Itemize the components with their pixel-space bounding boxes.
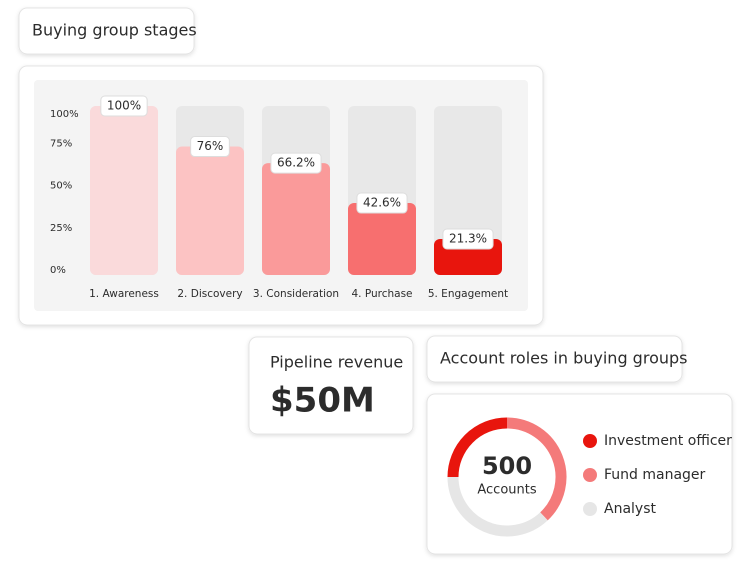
value-label: 66.2% xyxy=(277,156,315,170)
bar xyxy=(90,106,158,275)
donut-slice xyxy=(447,417,508,478)
bar-title: Buying group stages xyxy=(32,21,197,40)
y-tick-label: 25% xyxy=(50,223,72,234)
bar xyxy=(176,146,244,275)
bar xyxy=(262,163,330,275)
donut-card xyxy=(426,393,733,555)
value-pill xyxy=(100,95,148,117)
kpi-card xyxy=(248,336,414,435)
donut-title: Account roles in buying groups xyxy=(440,349,687,368)
legend-label: Analyst xyxy=(604,501,656,517)
donut-slice xyxy=(506,417,567,521)
legend-swatch xyxy=(583,468,597,482)
value-label: 21.3% xyxy=(449,232,487,246)
x-tick-label: 3. Consideration xyxy=(253,288,339,300)
legend-label: Fund manager xyxy=(604,467,706,483)
bar xyxy=(348,203,416,275)
y-tick-label: 100% xyxy=(50,109,79,120)
donut-slice xyxy=(447,476,548,537)
x-tick-label: 5. Engagement xyxy=(428,288,508,300)
y-tick-label: 50% xyxy=(50,181,72,192)
value-pill xyxy=(356,192,408,214)
legend-swatch xyxy=(583,502,597,516)
kpi-label: Pipeline revenue xyxy=(270,353,403,372)
y-tick-label: 0% xyxy=(50,265,66,276)
value-pill xyxy=(442,228,494,250)
x-tick-label: 4. Purchase xyxy=(351,288,412,300)
donut-center-value: 500 xyxy=(482,452,532,480)
donut-center-label: Accounts xyxy=(477,483,536,498)
legend-label: Investment officer xyxy=(604,433,732,449)
value-pill xyxy=(190,136,230,158)
y-tick-label: 75% xyxy=(50,138,72,149)
value-label: 42.6% xyxy=(363,196,401,210)
legend-swatch xyxy=(583,434,597,448)
title-pill xyxy=(426,335,683,383)
x-tick-label: 1. Awareness xyxy=(89,288,159,300)
value-label: 100% xyxy=(107,99,141,113)
value-label: 76% xyxy=(197,139,224,153)
kpi-value: $50M xyxy=(270,381,375,421)
title-pill xyxy=(18,7,195,55)
value-pill xyxy=(270,152,322,174)
x-tick-label: 2. Discovery xyxy=(177,288,242,300)
